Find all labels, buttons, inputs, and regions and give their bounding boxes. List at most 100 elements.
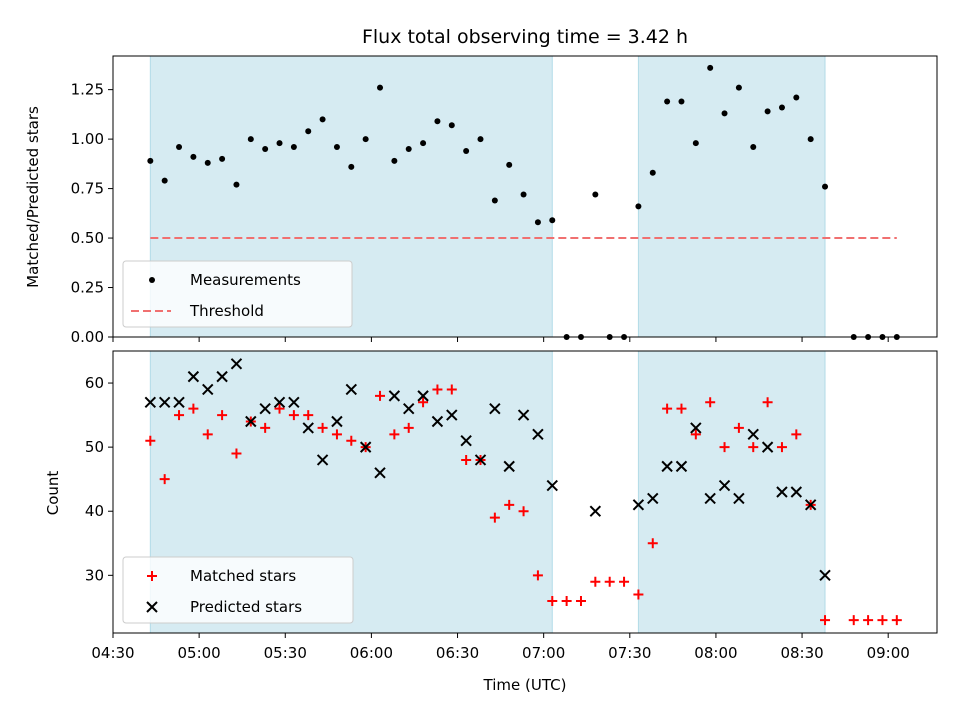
chart-title: Flux total observing time = 3.42 h [362, 26, 688, 48]
measurement-point [290, 144, 297, 151]
x-tick-label: 08:00 [694, 644, 737, 662]
matched-star-point [145, 435, 156, 446]
predicted-star-point [489, 402, 501, 415]
predicted-star-point [761, 441, 774, 453]
y-tick-label: 0.75 [71, 180, 104, 198]
bottom-panel: 30 40 50 60 04:30 05:00 05:30 06:00 06:30 07:00 07… [85, 350, 938, 662]
predicted-star-point [273, 396, 286, 408]
legend-box [122, 260, 353, 328]
predicted-star-point [675, 460, 688, 473]
matched-star-point [619, 576, 630, 587]
predicted-star-point [647, 492, 659, 505]
y-tick-label: 60 [85, 374, 104, 392]
predicted-star-point [345, 383, 358, 396]
predicted-star-point [804, 499, 817, 511]
matched-star-point [217, 410, 228, 421]
matched-star-point [446, 384, 457, 395]
legend: Measurements Threshold [122, 260, 353, 328]
measurement-point [204, 159, 211, 166]
predicted-star-point [474, 454, 487, 466]
measurement-point [635, 203, 642, 210]
predicted-star-point [216, 370, 228, 383]
matched-star-point [820, 615, 831, 626]
matched-star-point [188, 403, 199, 414]
predicted-star-point [158, 396, 171, 408]
matched-star-point [260, 422, 271, 433]
y-tick-label: 30 [85, 566, 104, 584]
x-tick-label: 06:00 [350, 644, 393, 662]
measurement-point [333, 144, 340, 151]
measurement-point [262, 146, 269, 153]
matched-star-point [159, 474, 170, 485]
x-tick-label: 05:30 [264, 644, 307, 662]
x-tick-label: 09:00 [867, 644, 910, 662]
predicted-star-point [718, 479, 731, 492]
top-panel: 0.00 0.25 0.50 0.75 1.00 1.25 Measurements Thre… [71, 55, 938, 346]
measurement-point [807, 136, 814, 143]
measurement-point [391, 157, 398, 164]
top-y-axis-label: Matched/Predicted stars [24, 106, 42, 288]
measurement-point [549, 217, 556, 224]
matched-star-point [489, 512, 500, 523]
measurement-point [520, 191, 527, 198]
matched-star-point [762, 397, 773, 408]
predicted-star-point [460, 435, 472, 447]
bottom-y-axis-label: Count [44, 471, 62, 516]
matched-star-point [518, 506, 529, 517]
predicted-star-point [819, 569, 831, 582]
legend-marker-dot [149, 277, 155, 283]
matched-star-point [174, 410, 185, 421]
measurement-point [534, 219, 541, 226]
predicted-star-point [690, 422, 702, 434]
predicted-star-point [517, 409, 530, 421]
y-tick-label: 40 [85, 502, 104, 520]
matched-star-point [274, 403, 285, 414]
matched-star-point [317, 422, 328, 433]
x-tick-label: 07:30 [608, 644, 651, 662]
measurement-point [793, 94, 800, 101]
matched-star-point [461, 454, 472, 465]
predicted-star-point [359, 441, 372, 453]
predicted-star-point [632, 499, 645, 511]
legend-label: Predicted stars [190, 598, 302, 616]
y-tick-label: 0.50 [71, 229, 104, 247]
predicted-star-point [202, 383, 214, 396]
predicted-star-point [704, 492, 716, 505]
axes-frame [112, 55, 938, 338]
matched-star-point [748, 442, 759, 453]
measurement-point [377, 84, 384, 91]
measurement-point [420, 140, 427, 147]
predicted-star-point [316, 454, 329, 466]
measurement-point [750, 144, 757, 151]
predicted-star-point [331, 415, 343, 428]
x-tick-label: 04:30 [91, 644, 134, 662]
measurement-point [233, 181, 240, 188]
predicted-star-point [546, 479, 558, 492]
matched-star-point [403, 422, 414, 433]
measurement-point [448, 122, 455, 129]
predicted-star-point [245, 415, 257, 428]
predicted-star-point [431, 415, 444, 428]
matched-star-point [891, 615, 902, 626]
predicted-star-point [790, 486, 803, 498]
predicted-star-point [302, 422, 314, 434]
matched-star-point [791, 429, 802, 440]
matched-star-point [662, 403, 673, 414]
predicted-star-point [187, 370, 200, 383]
matched-star-point [432, 384, 443, 395]
legend-label: Matched stars [190, 567, 296, 585]
predicted-star-point [503, 460, 515, 473]
matched-star-point [647, 538, 658, 549]
measurement-point [305, 128, 312, 135]
matched-star-point [733, 422, 744, 433]
matched-star-point [547, 595, 558, 606]
measurement-point [434, 118, 441, 125]
matched-star-point [346, 435, 357, 446]
predicted-star-point [446, 409, 458, 421]
predicted-star-point [144, 396, 157, 408]
predicted-star-point [589, 505, 602, 517]
measurement-point [822, 183, 829, 190]
matched-star-point [504, 499, 515, 510]
measurement-point [778, 104, 785, 111]
